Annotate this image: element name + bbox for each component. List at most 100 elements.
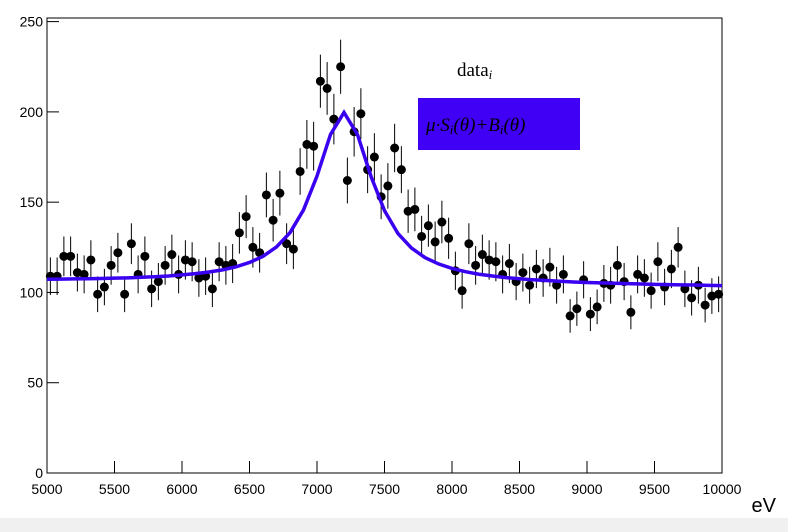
y-tick-label: 50 [27, 375, 43, 391]
x-tick-label: 6500 [234, 481, 265, 497]
bottom-strip [0, 518, 788, 532]
x-tick-label: 5000 [31, 481, 62, 497]
data-point [187, 257, 197, 267]
data-point [234, 228, 244, 238]
data-point [410, 204, 420, 214]
data-point [369, 152, 379, 162]
x-tick-label: 10000 [703, 481, 742, 497]
y-tick-label: 200 [20, 104, 44, 120]
data-point [653, 257, 663, 267]
data-point [396, 165, 406, 175]
data-point [79, 269, 89, 279]
data-point [491, 257, 501, 267]
legend-box [418, 98, 580, 150]
data-point [214, 257, 224, 267]
data-point [66, 251, 76, 261]
data-point [558, 269, 568, 279]
data-point [315, 76, 325, 86]
legend-subscript: i [500, 122, 504, 137]
x-axis-label: eV [752, 495, 777, 517]
data-point [329, 114, 339, 124]
data-point [295, 166, 305, 176]
data-point [72, 268, 82, 278]
data-point [525, 280, 535, 290]
legend-text: μ·S [425, 115, 450, 136]
data-point [403, 206, 413, 216]
data-point [309, 141, 319, 151]
data-point [592, 302, 602, 312]
y-tick-label: 250 [20, 14, 44, 30]
data-point [430, 237, 440, 247]
data-point [471, 260, 481, 270]
x-tick-label: 7000 [301, 481, 332, 497]
x-tick-label: 9500 [639, 481, 670, 497]
x-tick-label: 8500 [504, 481, 535, 497]
data-point [390, 143, 400, 153]
data-point [126, 239, 136, 249]
legend-subscript: i [450, 122, 454, 137]
data-point [572, 304, 582, 314]
data-point [437, 217, 447, 227]
data-point [545, 262, 555, 272]
legend-subscript: i [489, 67, 493, 82]
data-point [714, 289, 724, 299]
legend-entry: datai [457, 60, 493, 82]
data-point [275, 188, 285, 198]
data-point [356, 109, 366, 119]
data-point [646, 286, 656, 296]
data-point [504, 259, 514, 269]
data-point [626, 307, 636, 317]
data-point [444, 233, 454, 243]
data-point [342, 176, 352, 185]
data-point [700, 300, 710, 310]
data-point [687, 293, 697, 303]
data-point [302, 139, 312, 149]
x-tick-label: 5500 [99, 481, 130, 497]
data-point [673, 242, 683, 252]
x-tick-label: 7500 [369, 481, 400, 497]
data-point [417, 231, 427, 241]
y-tick-label: 0 [35, 465, 43, 481]
data-point [552, 280, 562, 290]
data-point [59, 251, 69, 261]
data-point [180, 255, 190, 265]
data-point [113, 248, 123, 258]
data-point [322, 83, 332, 93]
data-point [518, 268, 528, 278]
data-point [288, 244, 298, 254]
data-point [565, 311, 575, 321]
data-point [160, 260, 170, 270]
data-point [86, 255, 96, 265]
data-point [639, 273, 649, 283]
data-point [666, 264, 676, 274]
data-point [633, 269, 643, 279]
data-point [194, 273, 204, 283]
data-point [93, 289, 103, 299]
data-point [423, 221, 433, 231]
data-point [268, 215, 278, 225]
data-point [99, 282, 109, 292]
data-point [336, 62, 346, 72]
data-point [167, 250, 177, 260]
data-point [477, 250, 487, 260]
data-point [383, 181, 393, 191]
data-point [140, 251, 150, 261]
data-point [612, 260, 622, 270]
x-tick-label: 8000 [436, 481, 467, 497]
data-point [282, 239, 292, 249]
data-point [147, 284, 157, 294]
data-point [464, 239, 474, 249]
data-point [120, 289, 130, 299]
legend-entry: μ·Si(θ)+Bi(θ) [425, 115, 525, 137]
data-point [484, 255, 494, 265]
data-point [248, 242, 258, 252]
legend-text: (θ) [503, 115, 525, 136]
data-point [457, 286, 467, 296]
y-tick-label: 150 [20, 194, 44, 210]
data-point [707, 291, 717, 301]
x-tick-label: 9000 [571, 481, 602, 497]
fit-line [46, 109, 723, 288]
data-point [531, 264, 541, 274]
data-point [106, 260, 116, 270]
